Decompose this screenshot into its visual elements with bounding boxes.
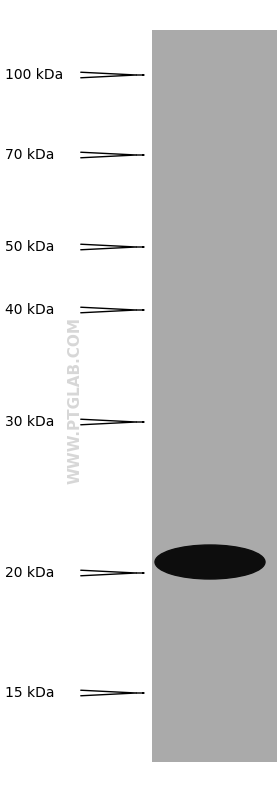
Text: 50 kDa: 50 kDa (5, 240, 54, 254)
Bar (152, 30, 277, 762)
Text: 100 kDa: 100 kDa (5, 68, 63, 82)
Text: 20 kDa: 20 kDa (5, 566, 54, 580)
Text: 30 kDa: 30 kDa (5, 415, 54, 429)
Ellipse shape (155, 545, 265, 579)
Text: WWW.PTGLAB.COM: WWW.PTGLAB.COM (67, 316, 83, 483)
Text: 40 kDa: 40 kDa (5, 303, 54, 317)
Text: 70 kDa: 70 kDa (5, 148, 54, 162)
Text: 15 kDa: 15 kDa (5, 686, 55, 700)
